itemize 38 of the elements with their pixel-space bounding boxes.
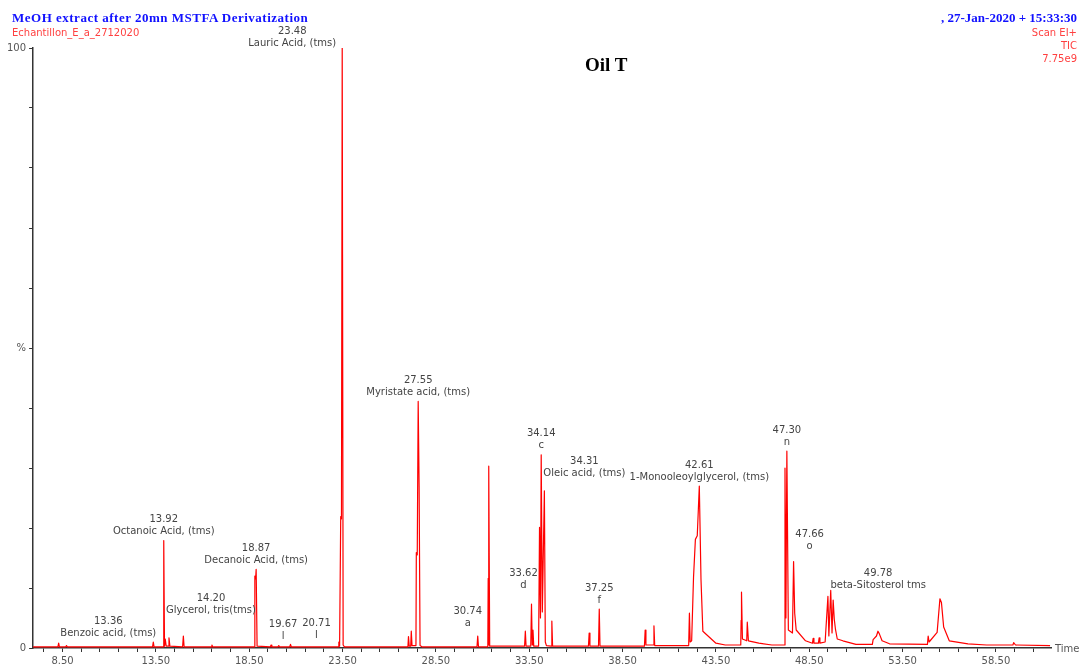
y-tick-label: 0 [19,641,27,653]
x-axis-title: Time [1054,642,1080,654]
annotation: 47.66 o [795,528,824,552]
annotation: 47.30 n [772,423,802,447]
x-tick-label: 8.50 [51,654,74,666]
annotation: 34.31 Oleic acid, (tms) [543,455,626,479]
x-tick-label: 28.50 [421,654,451,666]
x-tick-label: 23.50 [328,654,357,666]
y-tick-label: % [16,341,27,353]
annotation: 33.62 d [509,566,538,590]
x-tick-label: 38.50 [608,654,637,666]
annotation: 13.36 Benzoic acid, (tms) [60,614,157,638]
annotation: Oil T [585,54,628,76]
annotation: 23.48 Lauric Acid, (tms) [248,24,337,48]
chart-title: MeOH extract after 20mn MSTFA Derivatization [12,10,309,26]
x-tick-label: 48.50 [794,654,824,666]
text: Scan EI+ [1031,27,1077,38]
annotation: 19.67 l [268,617,298,641]
text: TIC [1060,40,1077,51]
annotation: 30.74 a [453,604,483,628]
annotation: 18.87 Decanoic Acid, (tms) [204,541,309,565]
annotation: 37.25 f [584,581,614,605]
annotation: 13.92 Octanoic Acid, (tms) [112,513,215,537]
annotation: 34.14 c [526,427,556,451]
annotation: 42.61 1-Monooleoylglycerol, (tms) [629,458,770,482]
x-tick-label: 58.50 [981,654,1011,666]
x-tick-label: 18.50 [234,654,264,666]
text: , 27-Jan-2020 + 15:33:30 [941,10,1077,26]
y-tick-label: 100 [6,41,27,53]
annotation: 20.71 l [302,616,331,640]
annotation: 7.75e9 [1042,53,1077,64]
annotation: 49.78 beta-Sitosterol tms [830,566,926,590]
chart-subtitle: Echantillon_E_a_2712020 [12,27,140,38]
x-tick-label: 13.50 [141,654,171,666]
x-tick-label: 33.50 [514,654,544,666]
annotation: 27.55 Myristate acid, (tms) [366,373,471,397]
x-tick-label: 53.50 [888,654,917,666]
x-tick-label: 43.50 [701,654,731,666]
